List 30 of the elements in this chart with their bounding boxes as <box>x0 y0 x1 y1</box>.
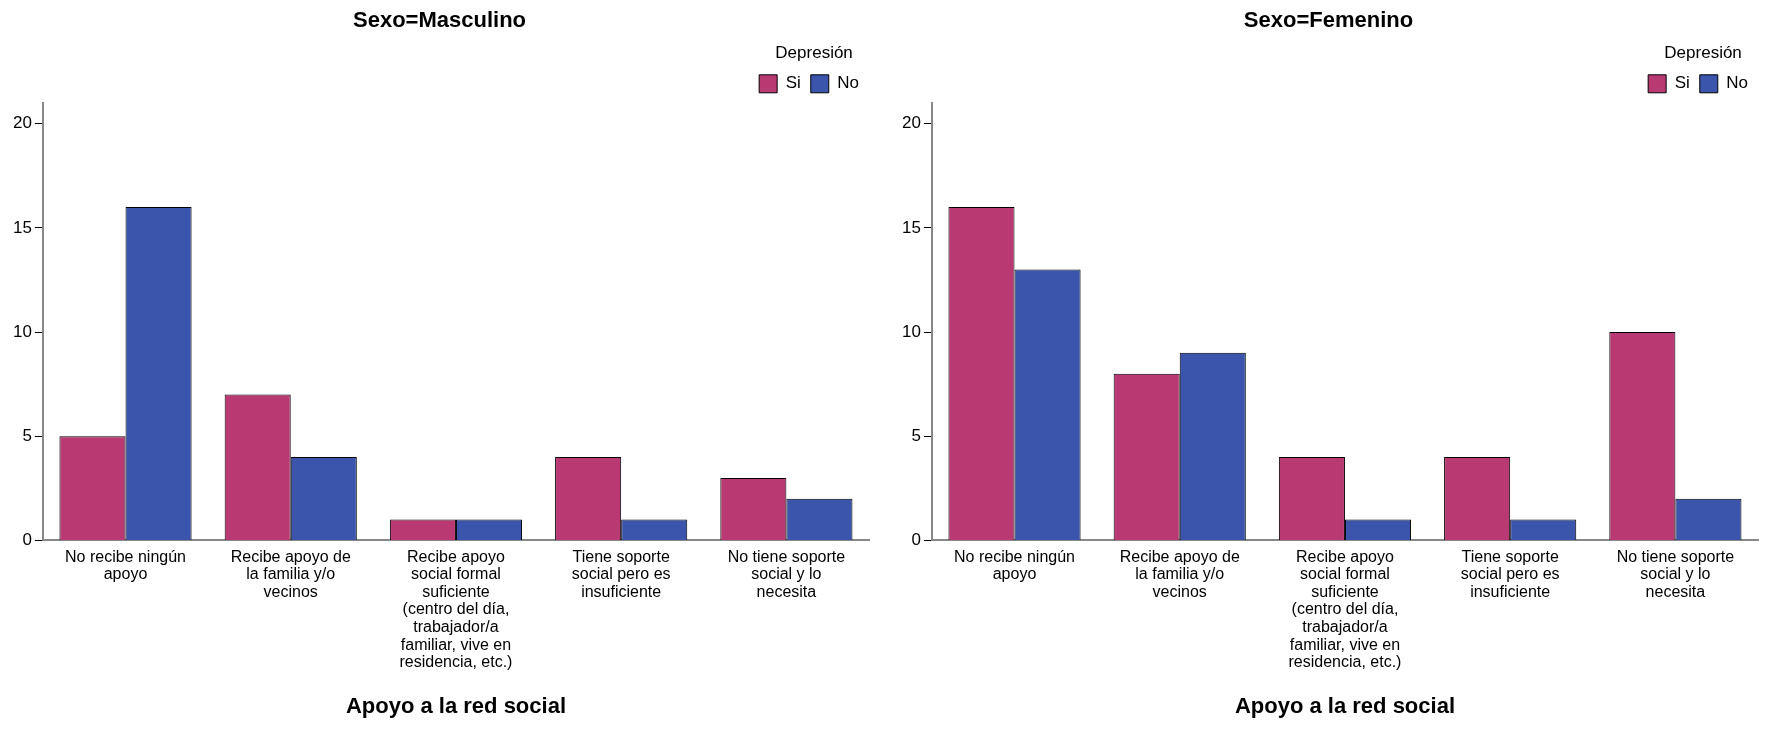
x-tick-label: No tiene soporte social y lo necesita <box>1616 547 1735 600</box>
y-tick-label: 10 <box>12 321 32 341</box>
x-tick-label: Recibe apoyo social formal suficiente (centro del día, trabajador/a familiar, vive en residencia, etc.) <box>1288 547 1402 671</box>
y-tick-label: 20 <box>901 113 921 133</box>
legend-title: Depresión <box>1664 42 1742 62</box>
legend-label: No <box>837 73 859 93</box>
chart-title: Sexo=Femenino <box>1243 7 1414 33</box>
x-tick-label: Recibe apoyo de la familia y/o vecinos <box>230 547 351 600</box>
y-tick-label: 15 <box>12 217 32 237</box>
x-axis-title: Apoyo a la red social <box>345 692 566 718</box>
x-tick-label: No tiene soporte social y lo necesita <box>727 547 846 600</box>
legend-title: Depresión <box>775 42 853 62</box>
x-axis-title: Apoyo a la red social <box>1234 692 1455 718</box>
x-tick-label: No recibe ningún apoyo <box>954 547 1075 583</box>
x-tick-label: Recibe apoyo social formal suficiente (centro del día, trabajador/a familiar, vive en residencia, etc.) <box>399 547 513 671</box>
x-tick-label: Recibe apoyo de la familia y/o vecinos <box>1119 547 1240 600</box>
y-tick-label: 0 <box>911 530 921 550</box>
legend-label: Si <box>785 73 801 93</box>
legend-label: Si <box>1674 73 1690 93</box>
y-tick-label: 5 <box>911 425 921 445</box>
y-tick-label: 15 <box>901 217 921 237</box>
x-tick-label: Tiene soporte social pero es insuficiente <box>571 547 671 600</box>
x-tick-label: Tiene soporte social pero es insuficiente <box>1460 547 1560 600</box>
legend-label: No <box>1726 73 1748 93</box>
y-tick-label: 20 <box>12 113 32 133</box>
x-tick-label: No recibe ningún apoyo <box>65 547 186 583</box>
chart-title: Sexo=Masculino <box>352 7 527 33</box>
y-tick-label: 10 <box>901 321 921 341</box>
y-tick-label: 0 <box>22 530 32 550</box>
y-tick-label: 5 <box>22 425 32 445</box>
